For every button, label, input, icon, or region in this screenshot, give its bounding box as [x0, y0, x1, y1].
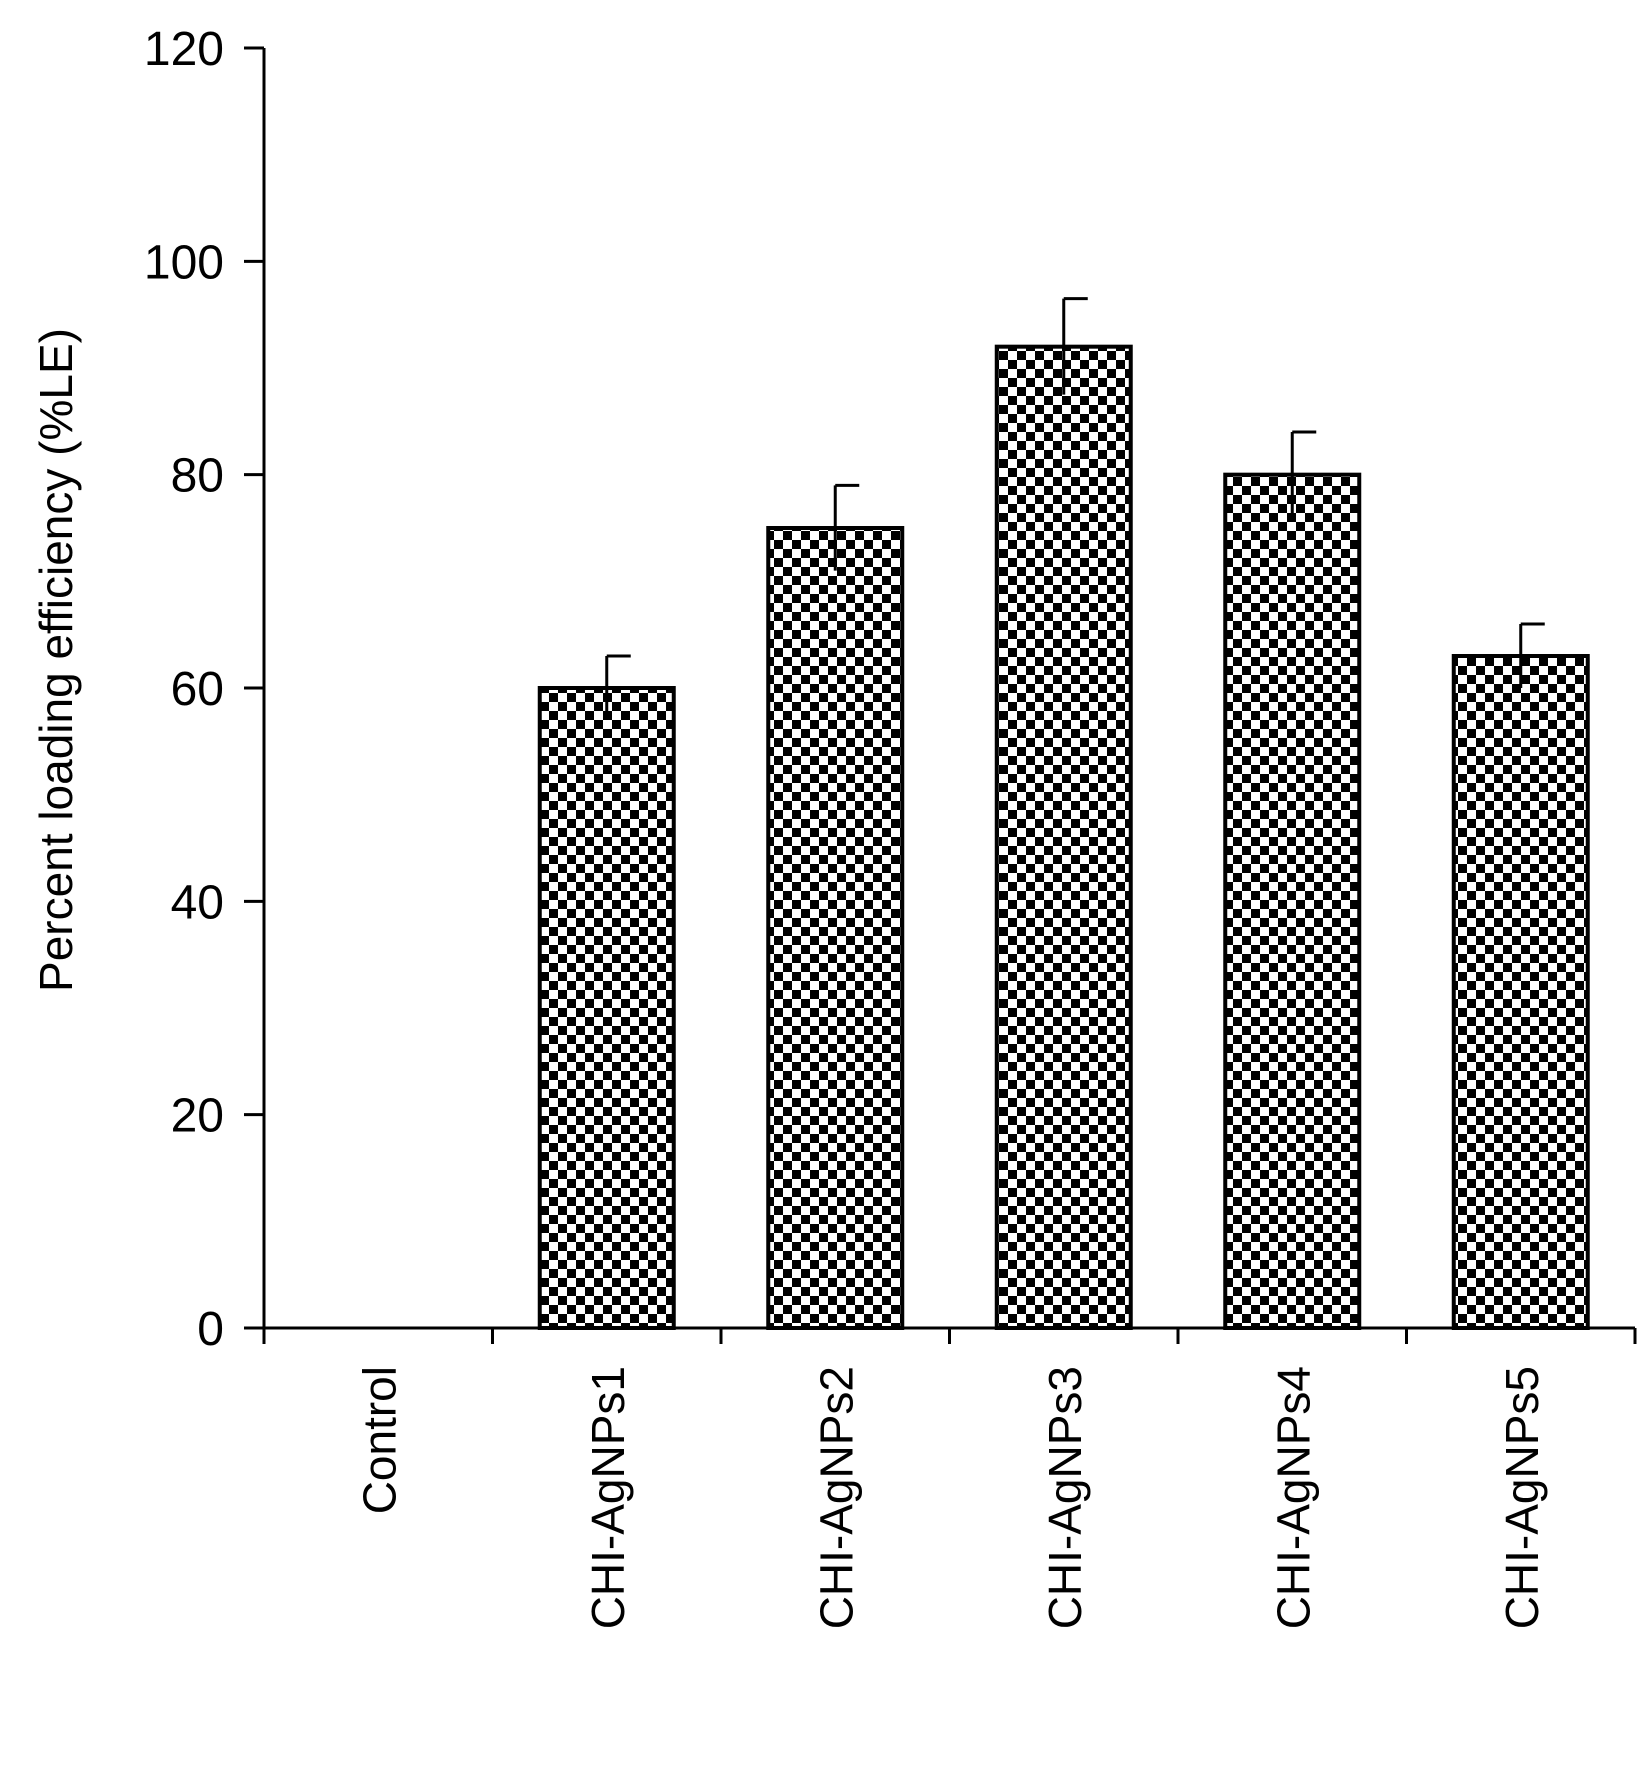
y-tick-label: 80 — [171, 450, 224, 503]
bars — [537, 344, 1590, 1330]
axes — [262, 48, 1635, 1344]
error-bars — [605, 297, 1545, 720]
bar — [537, 686, 676, 1330]
x-tick-label: CHI-AgNPs3 — [1039, 1366, 1091, 1629]
y-tick-label: 100 — [144, 236, 224, 289]
y-tick-label: 20 — [171, 1090, 224, 1143]
y-tick-label: 40 — [171, 876, 224, 929]
x-tick-label: CHI-AgNPs4 — [1267, 1366, 1319, 1629]
bar — [1223, 472, 1362, 1330]
y-tick-label: 60 — [171, 663, 224, 716]
x-tick-label: CHI-AgNPs5 — [1496, 1366, 1548, 1629]
x-axis-ticks: Control CHI-AgNPs1 CHI-AgNPs2 CHI-AgNPs3 CHI… — [262, 1328, 1637, 1629]
y-tick-label: 120 — [144, 23, 224, 76]
x-tick-label: CHI-AgNPs1 — [582, 1366, 634, 1629]
x-tick-label: Control — [353, 1366, 405, 1514]
x-tick-label: CHI-AgNPs2 — [810, 1366, 862, 1629]
bar — [1451, 654, 1590, 1330]
bar — [994, 344, 1133, 1330]
y-tick-label: 0 — [197, 1303, 224, 1356]
y-axis-ticks: 0 20 40 60 80 100 120 — [144, 23, 264, 1356]
y-axis-label: Percent loading efficiency (%LE) — [30, 328, 82, 992]
bar — [766, 526, 905, 1330]
